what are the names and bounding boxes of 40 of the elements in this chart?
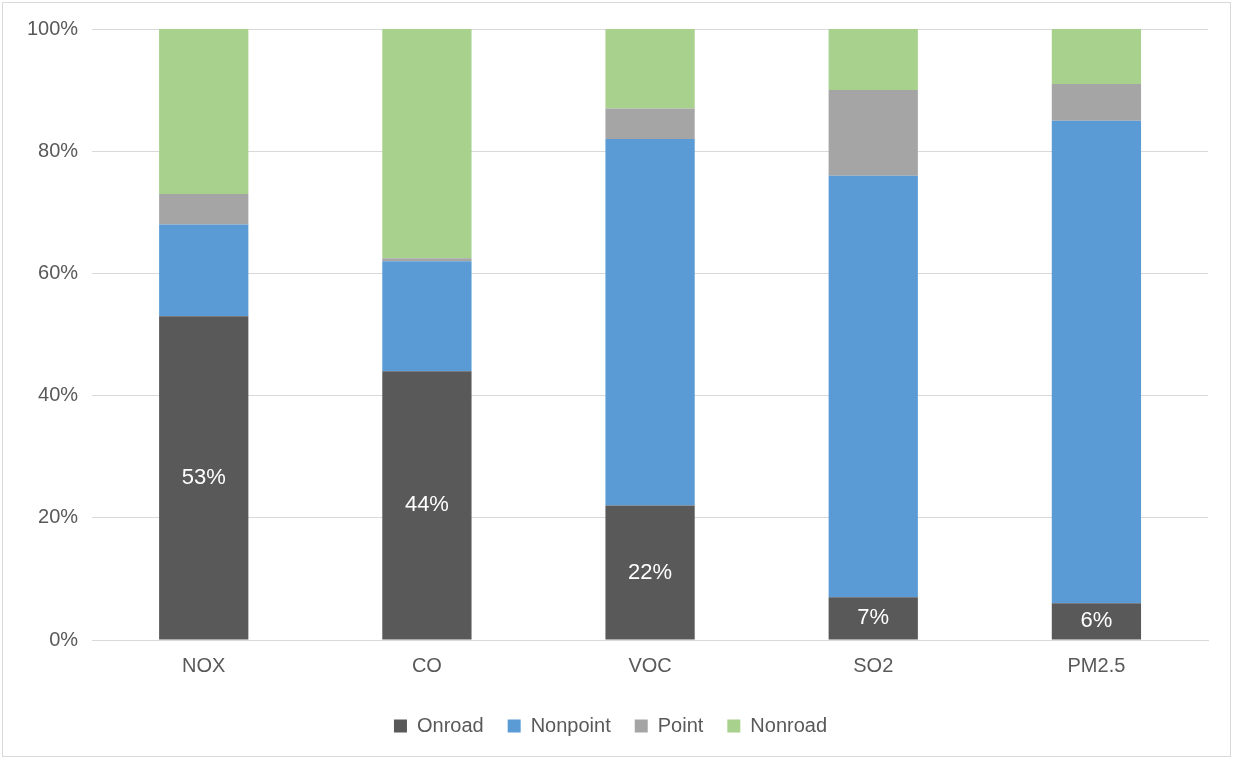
y-tick-label: 40% [38, 383, 79, 406]
bar [382, 261, 472, 372]
bar [382, 29, 472, 259]
x-tick-label: NOX [182, 653, 226, 676]
data-label: 6% [1080, 607, 1113, 633]
bar [605, 505, 695, 640]
data-label: 7% [857, 604, 890, 630]
bar [828, 175, 918, 598]
y-tick-label: 0% [49, 627, 79, 650]
data-label: 22% [628, 558, 673, 584]
y-tick-label: 60% [38, 260, 79, 283]
y-tick-label: 100% [27, 16, 79, 39]
y-tick-label: 20% [38, 505, 79, 528]
x-tick-label: VOC [628, 653, 672, 676]
bar [605, 29, 695, 109]
legend-label: Point [657, 713, 704, 736]
bar [382, 371, 472, 640]
bar [1051, 29, 1142, 84]
bar [605, 138, 695, 506]
legend-label: Nonpoint [530, 713, 612, 736]
legend-label: Onroad [416, 713, 484, 736]
bar [828, 597, 918, 640]
bar [159, 29, 249, 194]
bar [605, 108, 695, 139]
bar [828, 29, 918, 91]
data-label: 44% [404, 491, 449, 517]
y-tick-label: 80% [38, 138, 79, 161]
bar [1051, 83, 1142, 121]
bar [1051, 603, 1142, 640]
bar [159, 224, 249, 317]
bar [828, 90, 918, 176]
legend-label: Nonroad [750, 713, 828, 736]
bar [159, 193, 249, 225]
data-label: 53% [181, 463, 226, 489]
bar [382, 258, 472, 262]
bar [159, 316, 249, 640]
bar [1051, 120, 1142, 604]
x-tick-label: CO [411, 653, 442, 676]
x-tick-label: SO2 [853, 653, 894, 676]
x-tick-label: PM2.5 [1067, 653, 1126, 676]
